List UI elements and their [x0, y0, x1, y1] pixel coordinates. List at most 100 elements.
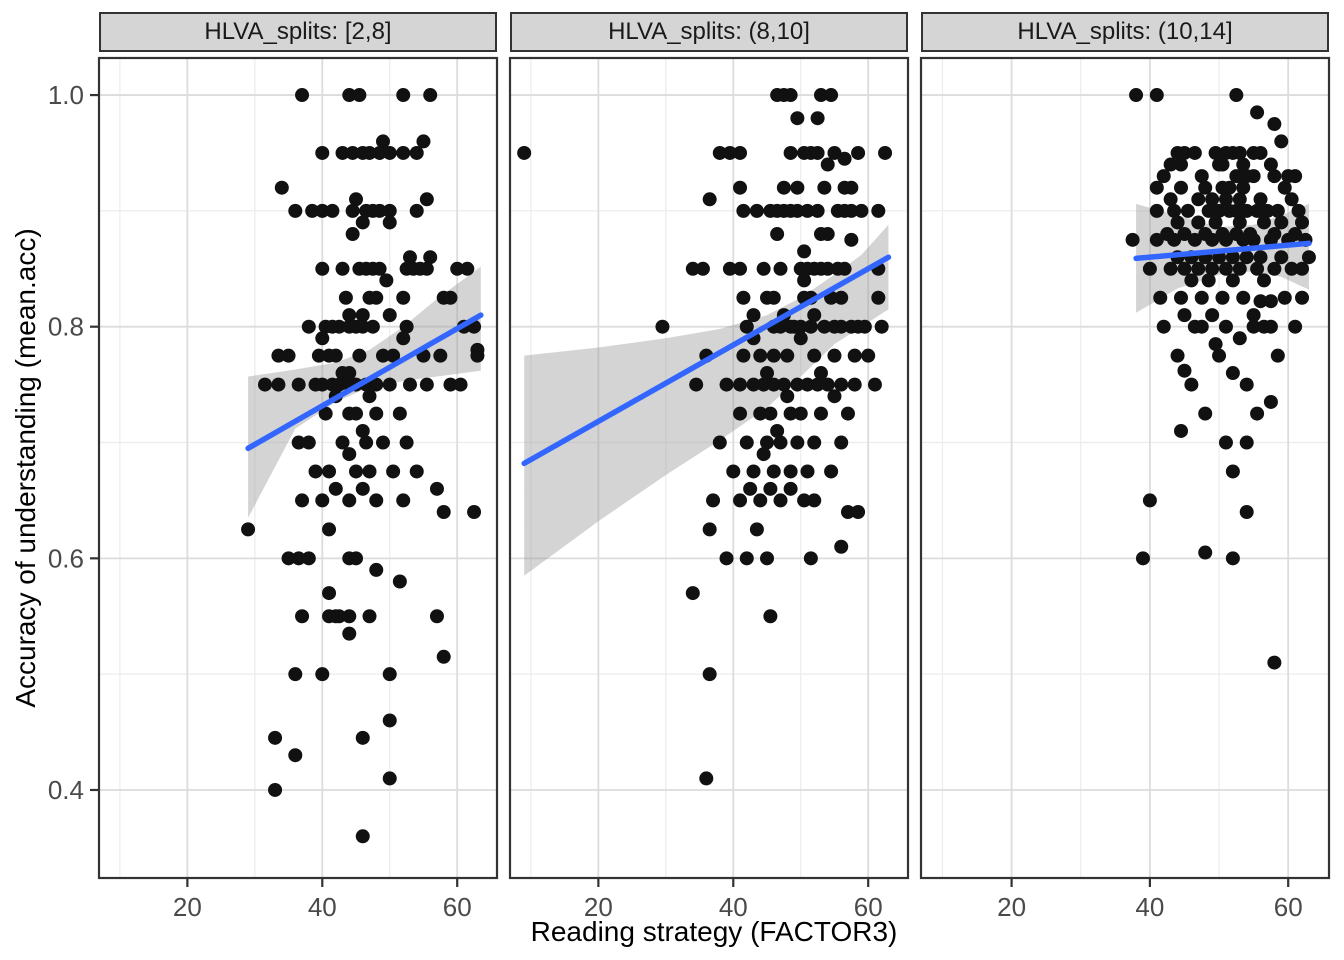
- data-point: [409, 203, 424, 218]
- data-point: [739, 435, 754, 450]
- data-point: [1225, 250, 1240, 265]
- data-point: [1267, 655, 1282, 670]
- facet-strip-3: HLVA_splits: (10,14]: [921, 12, 1329, 52]
- data-point: [719, 551, 734, 566]
- data-point: [467, 505, 482, 520]
- regression-line: [245, 312, 484, 452]
- data-point: [739, 319, 754, 334]
- data-point: [268, 782, 283, 797]
- data-point: [739, 551, 754, 566]
- data-point: [322, 522, 337, 537]
- facet-panel-1: 20 40 60: [97, 56, 499, 922]
- data-point: [1177, 145, 1192, 160]
- data-point: [328, 481, 343, 496]
- data-point: [807, 348, 822, 363]
- data-point: [369, 493, 384, 508]
- data-point: [776, 180, 791, 195]
- data-point: [1301, 250, 1316, 265]
- data-point: [352, 348, 367, 363]
- data-point: [342, 447, 357, 462]
- data-point: [746, 377, 761, 392]
- data-point: [827, 389, 842, 404]
- data-point: [1125, 232, 1140, 247]
- data-point: [315, 203, 330, 218]
- data-point: [1174, 180, 1189, 195]
- data-point: [827, 145, 842, 160]
- data-point: [1184, 273, 1199, 288]
- data-point: [871, 203, 886, 218]
- data-point: [349, 406, 364, 421]
- data-point: [342, 609, 357, 624]
- data-point: [867, 377, 882, 392]
- data-point: [1295, 261, 1310, 276]
- data-point: [322, 586, 337, 601]
- data-point: [810, 203, 825, 218]
- data-point: [281, 348, 296, 363]
- data-point: [325, 203, 340, 218]
- x-tick-label: 40: [308, 892, 337, 922]
- data-point: [736, 290, 751, 305]
- data-point: [760, 551, 775, 566]
- data-point: [844, 232, 859, 247]
- data-point: [1263, 319, 1278, 334]
- data-point: [844, 180, 859, 195]
- data-point: [1184, 377, 1199, 392]
- data-point: [1253, 294, 1268, 309]
- data-point: [797, 244, 812, 259]
- data-point: [399, 319, 414, 334]
- data-point: [1208, 145, 1223, 160]
- data-point: [1250, 406, 1265, 421]
- data-point: [736, 203, 751, 218]
- data-point: [335, 145, 350, 160]
- data-point: [1253, 145, 1268, 160]
- y-tick-label: 0.6: [48, 543, 84, 573]
- data-point: [763, 609, 778, 624]
- data-point: [702, 192, 717, 207]
- data-point: [1232, 261, 1247, 276]
- data-point: [813, 406, 828, 421]
- data-point: [756, 261, 771, 276]
- data-point: [749, 522, 764, 537]
- data-point: [712, 145, 727, 160]
- data-point: [1270, 203, 1285, 218]
- data-point: [288, 748, 303, 763]
- data-point: [810, 111, 825, 126]
- data-point: [834, 435, 849, 450]
- data-point: [1291, 203, 1306, 218]
- x-tick-label: 60: [1274, 892, 1303, 922]
- data-point: [1246, 308, 1261, 323]
- data-point: [1174, 157, 1189, 172]
- data-point: [372, 145, 387, 160]
- data-point: [699, 771, 714, 786]
- data-point: [429, 481, 444, 496]
- data-point: [382, 203, 397, 218]
- data-point: [847, 348, 862, 363]
- data-point: [369, 377, 384, 392]
- data-point: [1142, 261, 1157, 276]
- data-point: [433, 348, 448, 363]
- data-point: [1232, 215, 1247, 230]
- panel-border: [97, 56, 499, 880]
- data-point: [736, 348, 751, 363]
- data-point: [429, 609, 444, 624]
- data-point: [1156, 169, 1171, 184]
- data-point: [793, 406, 808, 421]
- data-point: [1239, 203, 1254, 218]
- x-tick-label: 40: [1135, 892, 1164, 922]
- data-point: [396, 331, 411, 346]
- data-point: [1208, 337, 1223, 352]
- data-point: [766, 377, 781, 392]
- data-point: [689, 377, 704, 392]
- data-point: [1229, 88, 1244, 103]
- data-point: [1205, 232, 1220, 247]
- data-point: [1284, 192, 1299, 207]
- data-point: [834, 539, 849, 554]
- data-point: [382, 215, 397, 230]
- data-point: [685, 261, 700, 276]
- data-point: [1135, 551, 1150, 566]
- data-point: [1149, 180, 1164, 195]
- data-point: [382, 145, 397, 160]
- data-point: [1218, 435, 1233, 450]
- data-point: [1246, 232, 1261, 247]
- data-point: [746, 308, 761, 323]
